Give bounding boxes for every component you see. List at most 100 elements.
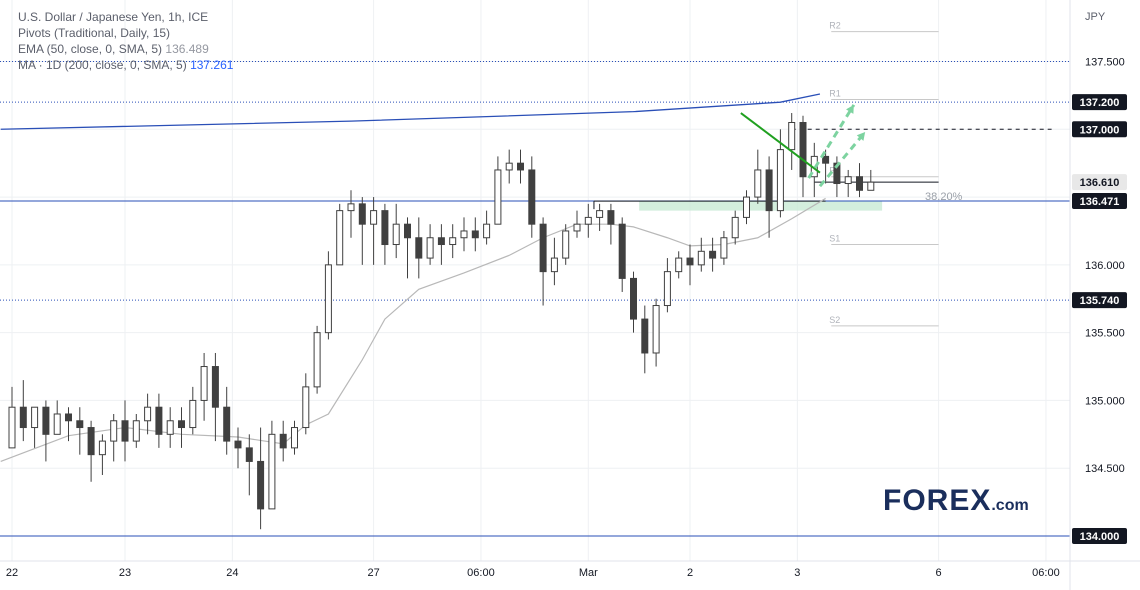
legend-symbol-title: U.S. Dollar / Japanese Yen, 1h, ICE	[18, 10, 209, 24]
candle	[87, 420, 95, 482]
legend-pivots: Pivots (Traditional, Daily, 15)	[18, 26, 171, 40]
price-label-text: 136.471	[1080, 196, 1120, 208]
candle-body	[539, 223, 547, 273]
candle-body	[573, 223, 581, 232]
candle-body	[494, 169, 502, 225]
candle-body	[31, 406, 39, 429]
legend-ma-label: MA · 1D (200, close, 0, SMA, 5)	[18, 58, 187, 72]
candle	[404, 217, 411, 279]
x-tick-label: 24	[226, 567, 238, 579]
candle-body	[8, 406, 16, 449]
projection-arrow-head	[856, 131, 866, 141]
x-tick-label: 06:00	[1032, 567, 1060, 579]
candle-body	[65, 413, 72, 422]
candle-body	[856, 176, 863, 191]
price-label-text: 134.000	[1080, 531, 1120, 543]
candle-body	[121, 420, 129, 442]
candle	[76, 407, 84, 455]
forex-logo: FOREX.com	[883, 484, 1029, 518]
legend-ema-label: EMA (50, close, 0, SMA, 5)	[18, 42, 163, 56]
candle-body	[517, 162, 524, 171]
candle	[607, 203, 615, 245]
candle	[268, 420, 276, 510]
candle	[528, 156, 536, 238]
candle-body	[754, 169, 762, 198]
logo-suffix: .com	[991, 497, 1029, 514]
logo-brand: FOREX	[883, 484, 992, 517]
candle	[460, 217, 468, 252]
candle-body	[234, 440, 242, 449]
candle-body	[709, 250, 717, 259]
candle-body	[245, 447, 253, 462]
y-tick-label: 137.500	[1085, 57, 1125, 69]
candle-body	[211, 366, 219, 408]
candle-body	[765, 169, 773, 212]
x-axis-ticks: 22 23 24 27 06:00 Mar 2 3 6 06:00	[6, 567, 1060, 579]
candle	[517, 149, 524, 184]
candle-body	[291, 427, 298, 449]
candle-body	[460, 230, 468, 239]
candle-body	[76, 420, 84, 429]
price-label-text: 137.000	[1080, 124, 1120, 136]
x-tick-label: 22	[6, 567, 18, 579]
currency-label: JPY	[1085, 11, 1106, 23]
y-tick-label: 134.500	[1085, 463, 1125, 475]
candle-body	[833, 162, 841, 185]
candle	[426, 224, 434, 265]
candle	[302, 373, 310, 435]
candle-body	[358, 203, 366, 225]
candle	[833, 156, 841, 198]
candle	[731, 210, 739, 245]
candle	[867, 169, 875, 191]
candle-body	[19, 406, 27, 429]
pivot-label: S1	[829, 234, 840, 244]
candlestick-series	[8, 113, 875, 530]
candle	[110, 413, 118, 462]
grid	[0, 0, 1070, 561]
candle	[381, 203, 389, 265]
pivot-label: S2	[829, 315, 840, 325]
candle	[392, 203, 400, 259]
candle-body	[471, 230, 479, 239]
price-labels: 137.200 137.000 136.610 136.471 135.740 134.0…	[1072, 94, 1127, 544]
x-tick-label: 27	[367, 567, 379, 579]
legend-ma-value: 137.261	[190, 58, 234, 72]
candle-body	[596, 210, 604, 218]
candle	[121, 400, 129, 462]
candle	[652, 298, 660, 367]
candle	[822, 149, 830, 184]
pivot-label: P	[829, 166, 835, 176]
price-label-box	[1072, 174, 1127, 191]
candle-body	[822, 155, 830, 164]
projection-arrow-head	[846, 104, 854, 114]
candle	[697, 237, 705, 272]
candle	[618, 217, 626, 292]
candle-body	[641, 318, 649, 354]
candle	[584, 203, 592, 238]
candle	[686, 244, 694, 286]
candle-body	[166, 420, 174, 435]
candle	[856, 163, 863, 198]
candle-body	[370, 210, 378, 225]
candle	[720, 230, 728, 265]
candle	[630, 271, 637, 333]
candle	[98, 434, 106, 475]
candle-body	[799, 122, 807, 178]
candle	[8, 386, 16, 449]
support-zone	[639, 201, 883, 211]
candle-body	[200, 366, 208, 401]
candle-body	[404, 223, 411, 239]
candle-body	[313, 332, 321, 388]
candle	[223, 386, 231, 455]
candle	[799, 115, 807, 198]
candle	[42, 400, 50, 462]
candle-body	[675, 257, 683, 273]
candle-body	[618, 223, 626, 279]
candle	[245, 434, 253, 496]
candle	[663, 258, 671, 313]
candle	[291, 420, 298, 455]
candle-body	[324, 264, 332, 334]
candle	[178, 407, 185, 448]
candle	[471, 217, 479, 252]
